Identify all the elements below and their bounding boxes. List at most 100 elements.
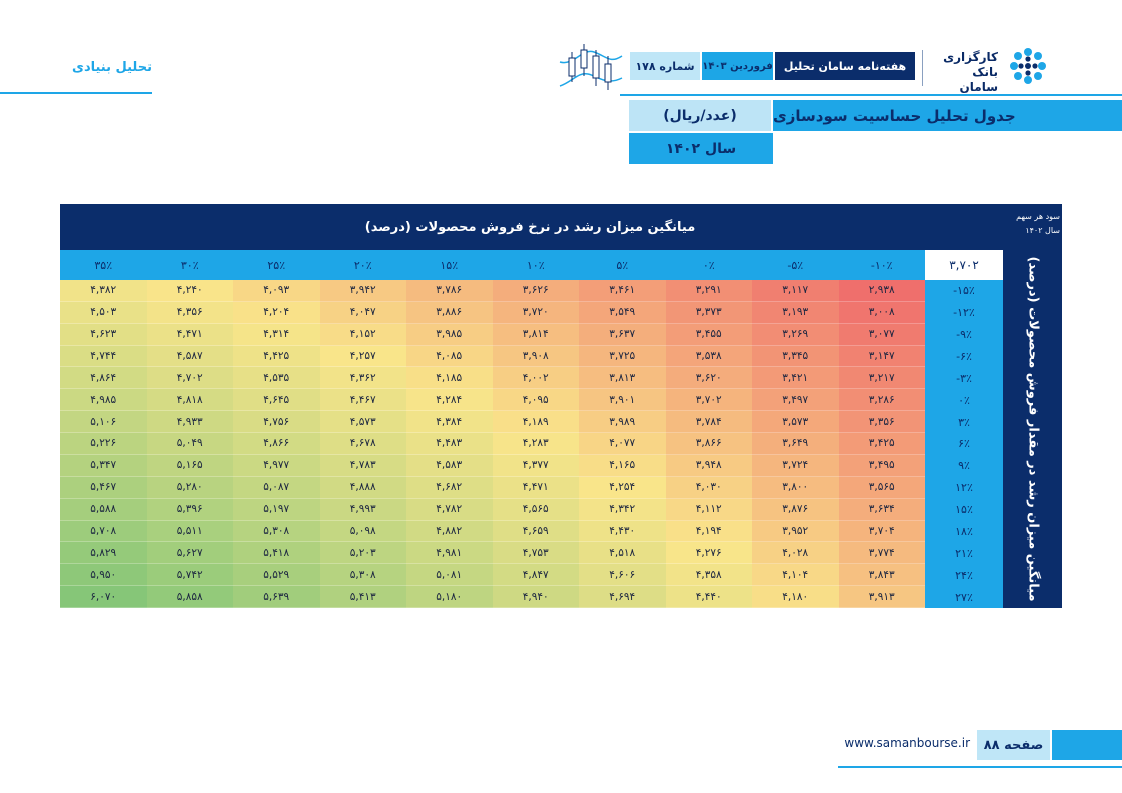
- price-growth-heading: میانگین میزان رشد در نرخ فروش محصولات (د…: [364, 219, 696, 235]
- table-cell: ۴,۸۶۶: [233, 433, 320, 455]
- table-cell: ۳,۷۸۶: [406, 280, 493, 302]
- table-cell: ۳,۵۷۳: [752, 411, 839, 434]
- table-cell: ۵,۲۸۰: [146, 476, 233, 499]
- section-rule: [0, 92, 152, 94]
- table-cell: ۵,۴۱۳: [319, 586, 406, 608]
- table-cell: ۴,۶۹۴: [579, 586, 666, 608]
- table-cell: ۳,۹۴۸: [665, 454, 752, 477]
- table-cell: ۴,۸۶۴: [60, 367, 147, 390]
- table-cell: ۴,۵۰۳: [60, 301, 147, 324]
- column-header: ۱۵٪: [440, 258, 459, 272]
- table-cell: ۴,۱۹۴: [665, 520, 752, 543]
- table-cell: ۴,۳۸۲: [60, 280, 147, 302]
- row-header: ۲۴٪: [955, 568, 973, 582]
- table-cell: ۴,۲۰۴: [233, 301, 320, 324]
- table-cell: ۴,۸۱۸: [146, 389, 233, 412]
- table-cell: ۵,۷۴۲: [146, 564, 233, 587]
- section-title: تحلیل بنیادی: [72, 60, 152, 75]
- table-cell: ۵,۲۲۶: [60, 433, 147, 455]
- table-cell: ۴,۹۹۳: [319, 498, 406, 521]
- column-header: ۳۵٪: [94, 258, 113, 272]
- table-cell: ۵,۱۹۷: [233, 498, 320, 521]
- table-cell: ۴,۰۰۲: [492, 367, 579, 390]
- table-cell: ۴,۰۷۷: [579, 433, 666, 455]
- table-cell: ۴,۲۴۰: [146, 280, 233, 302]
- table-cell: ۴,۵۶۵: [492, 498, 579, 521]
- table-cell: ۳,۲۶۹: [752, 323, 839, 346]
- table-cell: ۵,۳۰۸: [319, 564, 406, 587]
- column-header: ۰٪: [702, 258, 715, 272]
- table-cell: ۴,۷۰۲: [146, 367, 233, 390]
- table-cell: ۳,۶۳۷: [579, 323, 666, 346]
- brand-line-1: کارگزاری: [943, 50, 998, 64]
- table-cell: ۳,۲۹۱: [665, 280, 752, 302]
- table-cell: ۴,۳۱۴: [233, 323, 320, 346]
- table-cell: ۵,۰۸۷: [233, 476, 320, 499]
- column-header: ۵٪: [616, 258, 629, 272]
- table-cell: ۴,۱۸۰: [752, 586, 839, 608]
- row-header: -۱۲٪: [953, 306, 975, 320]
- table-cell: ۵,۶۳۹: [233, 586, 320, 608]
- table-cell: ۳,۹۰۸: [492, 345, 579, 368]
- heatmap-cells: ۲,۹۳۸ ۳,۱۱۷ ۳,۲۹۱ ۳,۴۶۱ ۳,۶۲۶ ۳,۷۸۶ ۳,۹۴۲ ۴,۰۹۳…: [60, 280, 925, 608]
- volume-growth-axis: میانگین میزان رشد در مقدار فروش محصولات …: [1003, 250, 1062, 608]
- table-cell: ۵,۹۵۰: [60, 564, 147, 587]
- table-cell: ۳,۹۴۲: [319, 280, 406, 302]
- table-cell: ۴,۶۸۲: [406, 476, 493, 499]
- table-cell: ۳,۲۱۷: [838, 367, 925, 390]
- table-cell: ۴,۹۸۵: [60, 389, 147, 412]
- table-cell: ۴,۳۷۷: [492, 454, 579, 477]
- table-cell: ۵,۰۹۸: [319, 520, 406, 543]
- table-cell: ۳,۴۶۱: [579, 280, 666, 302]
- column-header: ۲۵٪: [267, 258, 286, 272]
- table-cell: ۳,۴۹۷: [752, 389, 839, 412]
- row-header: ۹٪: [958, 459, 970, 473]
- table-cell: ۳,۷۰۴: [838, 520, 925, 543]
- row-header: ۲۱٪: [955, 546, 973, 560]
- table-cell: ۳,۹۱۳: [838, 586, 925, 608]
- table-cell: ۴,۰۳۰: [665, 476, 752, 499]
- table-cell: ۳,۴۵۵: [665, 323, 752, 346]
- volume-growth-label: میانگین میزان رشد در مقدار فروش محصولات …: [1025, 256, 1040, 602]
- table-cell: ۵,۴۱۸: [233, 542, 320, 565]
- table-cell: ۳,۷۲۴: [752, 454, 839, 477]
- table-cell: ۵,۰۸۱: [406, 564, 493, 587]
- table-cell: ۴,۰۸۵: [406, 345, 493, 368]
- row-header: ۳٪: [958, 415, 970, 429]
- table-cell: ۴,۴۴۰: [665, 586, 752, 608]
- table-cell: ۵,۱۸۰: [406, 586, 493, 608]
- table-cell: ۳,۳۴۵: [752, 345, 839, 368]
- table-cell: ۳,۷۲۵: [579, 345, 666, 368]
- table-cell: ۳,۳۵۶: [838, 411, 925, 434]
- table-cell: ۵,۵۸۸: [60, 498, 147, 521]
- table-cell: ۳,۶۳۴: [838, 498, 925, 521]
- table-cell: ۴,۲۷۶: [665, 542, 752, 565]
- table-cell: ۵,۸۵۸: [146, 586, 233, 608]
- brand-logo: کارگزاری بانک سامان: [930, 44, 1050, 94]
- table-cell: ۳,۶۲۶: [492, 280, 579, 302]
- table-cell: ۴,۹۳۳: [146, 411, 233, 434]
- issue-number: شماره ۱۷۸: [630, 52, 700, 80]
- table-cell: ۳,۸۱۳: [579, 367, 666, 390]
- eps-label-line-1: سود هر سهم: [1016, 212, 1060, 221]
- table-cell: ۵,۳۹۶: [146, 498, 233, 521]
- table-cell: ۴,۸۸۸: [319, 476, 406, 499]
- table-cell: ۴,۱۸۵: [406, 367, 493, 390]
- column-header-bar: [60, 250, 925, 280]
- table-cell: ۳,۸۰۰: [752, 476, 839, 499]
- column-header: ۳۰٪: [180, 258, 199, 272]
- table-cell: ۴,۹۷۷: [233, 454, 320, 477]
- issue-month: فروردین ۱۴۰۳: [702, 52, 773, 80]
- table-cell: ۴,۰۹۵: [492, 389, 579, 412]
- website-link[interactable]: www.samanbourse.ir: [844, 736, 970, 750]
- table-cell: ۵,۵۲۹: [233, 564, 320, 587]
- table-cell: ۳,۱۱۷: [752, 280, 839, 302]
- table-cell: ۴,۴۸۳: [406, 433, 493, 455]
- base-eps-value: ۳,۷۰۲: [925, 250, 1003, 280]
- header-rule: [620, 94, 1122, 96]
- column-header: -۱۰٪: [870, 258, 893, 272]
- brand-flower-icon: [1010, 48, 1046, 84]
- sensitivity-table: میانگین میزان رشد در نرخ فروش محصولات (د…: [60, 204, 1062, 608]
- table-cell: ۴,۶۰۶: [579, 564, 666, 587]
- table-title: جدول تحلیل حساسیت سودسازی: [773, 100, 1122, 131]
